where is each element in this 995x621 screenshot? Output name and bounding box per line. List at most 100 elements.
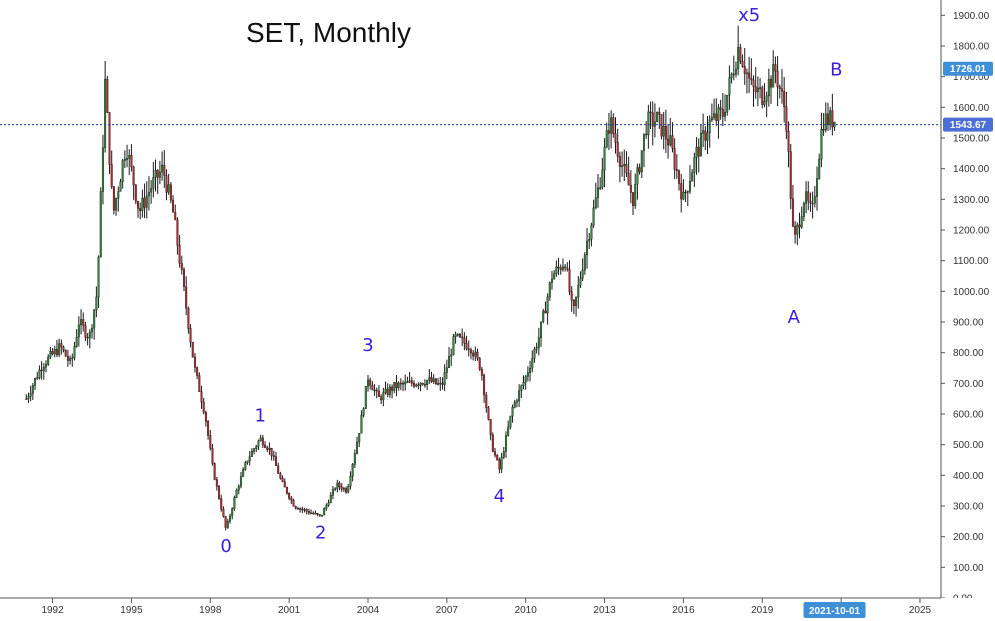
candle-up (231, 508, 234, 517)
candle-up (805, 191, 808, 204)
candle-up (710, 117, 713, 121)
candle-down (386, 388, 389, 395)
candle-down (625, 163, 628, 174)
candle-down (607, 130, 610, 134)
candle-up (71, 357, 74, 360)
candle-down (209, 435, 212, 449)
candle-up (561, 266, 564, 270)
candle-up (366, 379, 369, 387)
candle-up (246, 460, 249, 463)
candle-up (811, 202, 814, 205)
candle-up (327, 502, 330, 506)
wave-label: x5 (738, 5, 760, 26)
candle-up (553, 273, 556, 280)
candle-up (167, 184, 170, 193)
y-tick-label: 500.00 (953, 440, 984, 451)
candle-up (268, 447, 271, 450)
candle-down (215, 479, 218, 487)
candle-down (421, 382, 424, 385)
candle-down (62, 346, 65, 351)
candle-up (726, 94, 729, 113)
candle-down (743, 66, 746, 74)
y-tick-label: 1400.00 (953, 164, 990, 175)
candle-up (310, 512, 313, 515)
candle-down (750, 78, 753, 81)
candle-up (259, 437, 262, 442)
time-axis[interactable]: 1992 1995 1998 2001 2004 2007 2010 2013 2016 2019… (0, 597, 995, 621)
candle-down (791, 198, 794, 227)
candle-up (397, 382, 400, 388)
candle-down (163, 164, 166, 176)
candle-down (559, 267, 562, 270)
candle-up (452, 336, 455, 356)
candle-up (42, 366, 45, 371)
candle-up (147, 191, 150, 197)
candle-up (717, 107, 720, 121)
candle-down (658, 111, 661, 115)
x-tick-label: 2007 (436, 605, 459, 616)
candle-down (202, 401, 205, 413)
candle-down (483, 375, 486, 396)
candle-up (713, 113, 716, 118)
candle-up (513, 401, 516, 408)
candle-down (678, 170, 681, 184)
candle-up (599, 187, 602, 189)
candle-up (586, 240, 589, 255)
candle-down (649, 111, 652, 114)
price-axis-background (941, 0, 995, 598)
candle-down (680, 183, 683, 200)
candle-up (588, 238, 591, 242)
candle-down (369, 379, 372, 386)
candle-down (496, 454, 499, 461)
candle-up (524, 376, 527, 383)
candle-up (724, 112, 727, 117)
candle-up (29, 393, 32, 397)
candle-down (213, 463, 216, 480)
candle-down (134, 184, 137, 202)
candle-down (193, 356, 196, 368)
candle-up (702, 130, 705, 134)
candle-up (360, 414, 363, 434)
x-tick-label: 2019 (751, 605, 774, 616)
candle-down (178, 244, 181, 264)
candle-down (338, 482, 341, 487)
candle-down (264, 444, 267, 448)
candle-down (266, 447, 269, 450)
candle-down (754, 86, 757, 93)
candle-up (88, 331, 91, 339)
candle-down (180, 263, 183, 270)
candle-up (117, 191, 120, 199)
candle-down (732, 73, 735, 76)
wave-labels: 0 1 2 3 4 x5 A B (220, 5, 842, 557)
candle-up (734, 68, 737, 75)
candle-down (220, 498, 223, 510)
candle-down (110, 164, 113, 187)
candle-up (36, 377, 39, 380)
candle-up (767, 78, 770, 97)
candle-up (800, 216, 803, 228)
candle-down (809, 200, 812, 204)
wave-label: 1 (254, 405, 265, 426)
candle-up (474, 351, 477, 357)
candle-up (253, 448, 256, 452)
candle-up (90, 327, 93, 333)
wave-label: 2 (315, 523, 326, 544)
y-tick-label: 1200.00 (953, 226, 990, 237)
candle-down (498, 459, 501, 470)
price-axis[interactable]: 0.00100.00200.00300.00400.00500.00600.00… (940, 0, 995, 605)
candle-down (544, 310, 547, 314)
candle-up (450, 354, 453, 357)
candle-up (49, 351, 52, 358)
candle-up (581, 269, 584, 279)
candle-up (233, 497, 236, 509)
candle-down (136, 200, 139, 209)
candle-up (699, 133, 702, 157)
candle-down (794, 225, 797, 235)
y-tick-label: 1800.00 (953, 42, 990, 53)
candle-down (176, 219, 179, 246)
candle-up (128, 154, 131, 159)
y-tick-label: 700.00 (953, 379, 984, 390)
candle-down (182, 269, 185, 287)
candle-up (364, 385, 367, 409)
